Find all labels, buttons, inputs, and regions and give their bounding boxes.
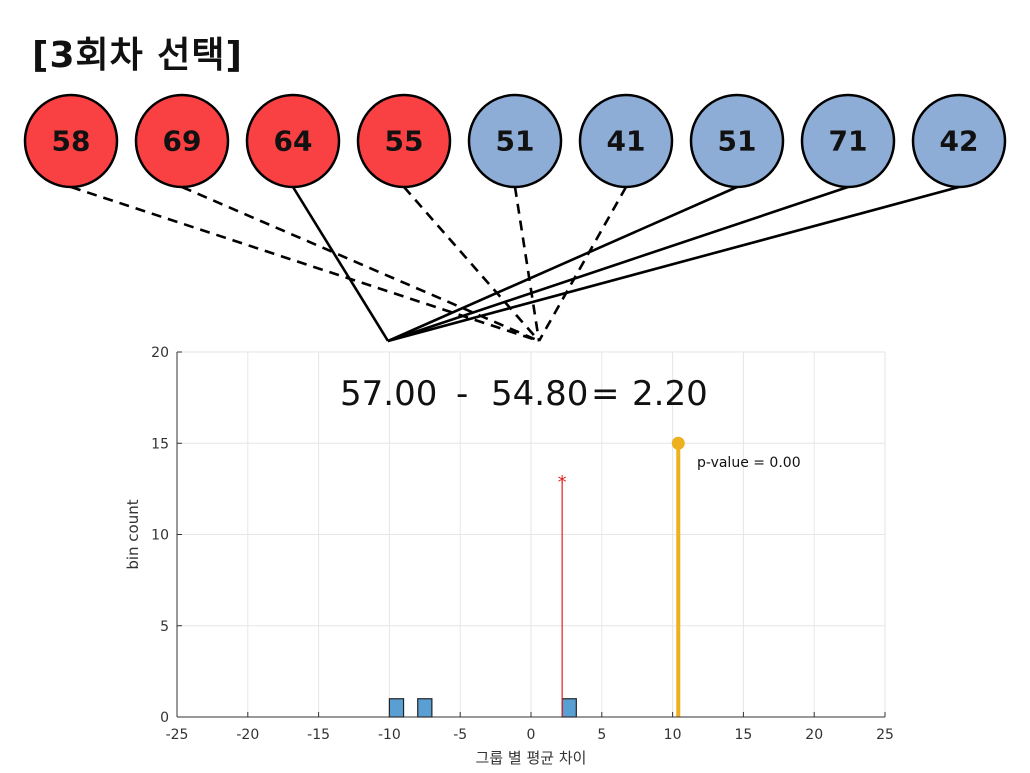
number-ball-1: 58 — [23, 93, 119, 189]
x-tick-label: 10 — [664, 727, 682, 743]
x-tick-label: 5 — [597, 727, 606, 743]
histogram-bar — [561, 698, 577, 718]
y-tick-label: 20 — [151, 345, 169, 361]
current-diff-marker: * — [558, 472, 567, 493]
histogram-bar — [417, 698, 433, 718]
y-tick-label: 0 — [160, 710, 169, 726]
connector-line-6 — [537, 186, 628, 342]
x-tick-label: 25 — [876, 727, 894, 743]
ball-circle — [23, 93, 119, 189]
connector-line-7 — [387, 185, 738, 343]
observed-diff-marker — [671, 436, 685, 450]
ball-circle — [356, 93, 452, 189]
ball-circle — [467, 93, 563, 189]
ball-number: 64 — [274, 125, 313, 158]
ball-circle — [134, 93, 230, 189]
number-ball-3: 64 — [245, 93, 341, 189]
ball-number: 42 — [940, 125, 979, 158]
y-tick-label: 5 — [160, 619, 169, 635]
ball-number: 69 — [163, 125, 202, 158]
x-axis-label: 그룹 별 평균 차이 — [476, 749, 587, 767]
ball-circle — [245, 93, 341, 189]
page-title: [3회차 선택] — [32, 35, 243, 76]
x-tick-label: -20 — [236, 727, 259, 743]
x-tick-label: -5 — [453, 727, 467, 743]
connector-line-9 — [387, 185, 960, 343]
connector-line-4 — [403, 186, 540, 342]
x-tick-label: 0 — [527, 727, 536, 743]
x-tick-label: -15 — [307, 727, 330, 743]
number-ball-7: 51 — [689, 93, 785, 189]
ball-circle — [578, 93, 674, 189]
p-value-annotation: p-value = 0.00 — [697, 455, 801, 471]
number-ball-5: 51 — [467, 93, 563, 189]
ball-number: 51 — [718, 125, 757, 158]
number-ball-2: 69 — [134, 93, 230, 189]
ball-number: 55 — [385, 125, 424, 158]
x-tick-label: 15 — [734, 727, 752, 743]
axes — [176, 351, 886, 718]
mean-a-value: 57.00 — [340, 374, 437, 414]
difference-value: 2.20 — [632, 374, 708, 414]
y-axis-label: bin count — [124, 499, 142, 569]
connector-lines — [70, 185, 960, 343]
ball-number: 41 — [607, 125, 646, 158]
ball-number: 58 — [52, 125, 91, 158]
histogram-bar — [388, 698, 405, 718]
mean-b-value: 54.80 — [491, 374, 588, 414]
connector-line-5 — [513, 186, 541, 342]
x-tick-label: -10 — [378, 727, 401, 743]
ball-number: 71 — [829, 125, 868, 158]
chart-markers: * — [558, 436, 685, 717]
ball-circle — [800, 93, 896, 189]
number-ball-9: 42 — [911, 93, 1007, 189]
connector-line-3 — [291, 186, 390, 342]
tick-labels: -25 -20 -15 -10 -5 0 5 10 15 20 25 0 5 10 15 20 — [151, 345, 894, 743]
ball-number: 51 — [496, 125, 535, 158]
minus-sign: - — [456, 374, 468, 414]
number-ball-6: 41 — [578, 93, 674, 189]
connector-line-8 — [387, 185, 849, 343]
x-tick-label: -25 — [166, 727, 189, 743]
ball-circle — [689, 93, 785, 189]
y-tick-label: 15 — [151, 436, 169, 452]
connector-line-2 — [181, 185, 540, 343]
difference-equation: 57.00 - 54.80 = 2.20 — [340, 374, 708, 414]
y-tick-label: 10 — [151, 528, 169, 544]
number-ball-8: 71 — [800, 93, 896, 189]
histogram-plot: * -25 -20 -15 -10 -5 0 5 10 15 20 25 0 5 10 15 20 그룹 별 … — [124, 345, 894, 767]
ball-circle — [911, 93, 1007, 189]
ball-row: 58 69 64 55 51 41 51 71 42 — [23, 93, 1007, 189]
equals-sign: = — [591, 374, 620, 414]
x-tick-label: 20 — [805, 727, 823, 743]
number-ball-4: 55 — [356, 93, 452, 189]
